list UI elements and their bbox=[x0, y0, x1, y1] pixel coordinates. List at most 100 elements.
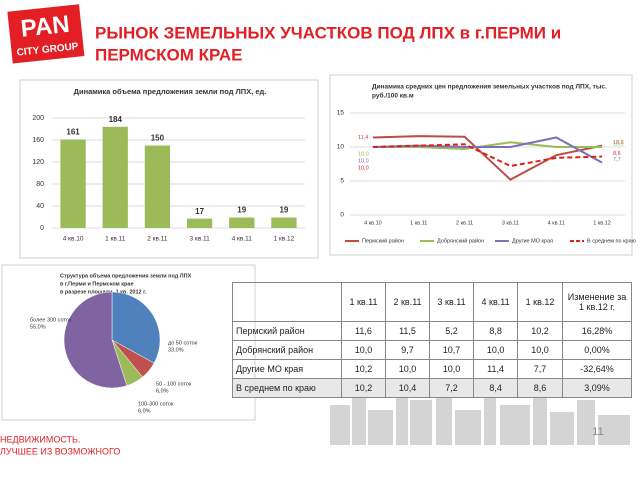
y-tick-label: 0 bbox=[40, 225, 44, 232]
table-cell: 9,7 bbox=[384, 340, 431, 360]
bar bbox=[102, 126, 128, 228]
skyline bbox=[330, 385, 630, 445]
y-tick-label: 80 bbox=[36, 181, 44, 188]
table-row: Добрянский район 10,0 9,7 10,7 10,0 10,0 0,00% bbox=[232, 340, 632, 360]
table-cell: 3,09% bbox=[562, 378, 632, 398]
x-tick-label: 2 кв.11 bbox=[456, 220, 473, 226]
y-tick-label: 120 bbox=[32, 159, 44, 166]
row-label: Добрянский район bbox=[232, 340, 342, 360]
chart-title: Структура объема предложения земли под Л… bbox=[60, 272, 192, 279]
row-label: В среднем по краю bbox=[232, 378, 342, 398]
table-cell: 10,0 bbox=[384, 359, 431, 379]
y-tick-label: 40 bbox=[36, 203, 44, 210]
y-tick-label: 160 bbox=[32, 137, 44, 144]
value-label: 161 bbox=[66, 128, 80, 137]
table-cell: 11,5 bbox=[384, 321, 431, 341]
legend-label: Пермский район bbox=[362, 237, 404, 244]
bar bbox=[229, 217, 255, 228]
series-line bbox=[372, 143, 603, 168]
slide-title: РЫНОК ЗЕМЕЛЬНЫХ УЧАСТКОВ ПОД ЛПХ в г.ПЕР… bbox=[95, 23, 561, 42]
value-label: 10,0 bbox=[613, 141, 624, 147]
table-cell: -32,64% bbox=[562, 359, 632, 379]
header-cell: 2 кв.11 bbox=[384, 282, 431, 322]
y-tick-label: 0 bbox=[340, 212, 344, 219]
table-cell: 10,0 bbox=[340, 340, 387, 360]
slice-label: 50 - 100 соток bbox=[156, 381, 192, 387]
table-cell: 8,6 bbox=[517, 378, 563, 398]
legend-label: Другие МО края bbox=[512, 238, 553, 244]
table-row: Другие МО края 10,2 10,0 10,0 11,4 7,7 -32,64% bbox=[232, 359, 632, 379]
header-cell: 1 кв.11 bbox=[340, 282, 387, 322]
header-cell: 4 кв.11 bbox=[473, 282, 519, 322]
pie-slice bbox=[111, 291, 161, 364]
value-label: 8,6 bbox=[613, 151, 621, 157]
table-cell: 10,2 bbox=[340, 359, 387, 379]
slide-title: ПЕРМСКОМ КРАЕ bbox=[95, 45, 242, 64]
table-row: Пермский район 11,6 11,5 5,2 8,8 10,2 16,28% bbox=[232, 321, 632, 341]
table-cell: 10,4 bbox=[384, 378, 431, 398]
value-label: 19 bbox=[279, 206, 288, 215]
table-cell: 10,0 bbox=[473, 340, 519, 360]
table-cell: 10,0 bbox=[517, 340, 563, 360]
value-label: 10,0 bbox=[358, 158, 369, 164]
x-tick-label: 3 кв.11 bbox=[502, 220, 519, 226]
table-cell: 7,7 bbox=[517, 359, 563, 379]
y-tick-label: 15 bbox=[337, 110, 345, 117]
x-tick-label: 1 кв.11 bbox=[105, 236, 126, 243]
bar bbox=[60, 139, 86, 228]
header-cell bbox=[232, 282, 342, 322]
logo-text: PAN bbox=[19, 11, 70, 43]
table-cell: 0,00% bbox=[562, 340, 632, 360]
series-line bbox=[372, 135, 603, 181]
x-tick-label: 4 кв.11 bbox=[548, 220, 565, 226]
slice-label: 100-300 соток bbox=[138, 401, 174, 407]
value-label: 11,4 bbox=[358, 135, 368, 141]
bar bbox=[271, 217, 297, 228]
value-label: 10,0 bbox=[358, 165, 369, 171]
x-tick-label: 4 кв.11 bbox=[232, 236, 253, 243]
header-cell: 1 кв.12 bbox=[517, 282, 563, 322]
row-label: Пермский район bbox=[232, 321, 342, 341]
table-row: В среднем по краю 10,2 10,4 7,2 8,4 8,6 3,09% bbox=[232, 378, 632, 398]
footer-slogan: НЕДВИЖИМОСТЬ. bbox=[0, 434, 80, 444]
y-tick-label: 10 bbox=[337, 144, 345, 151]
chart-title: в г.Перми и Пермском крае bbox=[60, 281, 134, 287]
table-cell: 11,6 bbox=[340, 321, 387, 341]
slice-value: 6,0% bbox=[138, 408, 151, 414]
logo: PAN CITY GROUP bbox=[7, 4, 85, 64]
y-tick-label: 5 bbox=[340, 178, 344, 185]
table-header: 1 кв.11 2 кв.11 3 кв.11 4 кв.11 1 кв.12 … bbox=[232, 282, 632, 322]
series-line bbox=[372, 136, 603, 164]
slice-label: более 300 соток bbox=[30, 317, 72, 323]
y-tick-label: 200 bbox=[32, 115, 44, 122]
row-label: Другие МО края bbox=[232, 359, 342, 379]
value-label: 19 bbox=[237, 206, 246, 215]
x-tick-label: 1 кв.11 bbox=[410, 220, 427, 226]
value-label: 150 bbox=[151, 134, 165, 143]
series-line bbox=[372, 141, 603, 151]
slice-label: до 50 соток bbox=[168, 340, 198, 346]
footer-slogan: ЛУЧШЕЕ ИЗ ВОЗМОЖНОГО bbox=[0, 446, 120, 456]
price-table: 1 кв.11 2 кв.11 3 кв.11 4 кв.11 1 кв.12 … bbox=[232, 282, 632, 398]
slice-value: 55,0% bbox=[30, 324, 46, 330]
table-cell: 10,2 bbox=[340, 378, 387, 398]
x-tick-label: 2 кв.11 bbox=[147, 236, 168, 243]
table-cell: 7,2 bbox=[429, 378, 475, 398]
table-cell: 5,2 bbox=[429, 321, 475, 341]
table-cell: 10,0 bbox=[429, 359, 475, 379]
table-cell: 11,4 bbox=[473, 359, 519, 379]
chart-title: Динамика средних цен предложения земельн… bbox=[372, 84, 607, 91]
value-label: 7,7 bbox=[613, 157, 621, 163]
header-cell: Изменение за 1 кв.12 г. bbox=[562, 282, 632, 322]
table-cell: 10,2 bbox=[517, 321, 563, 341]
table-cell: 8,8 bbox=[473, 321, 519, 341]
x-tick-label: 1 кв.12 bbox=[274, 236, 295, 243]
value-label: 184 bbox=[109, 115, 123, 124]
x-tick-label: 4 кв.10 bbox=[63, 236, 84, 243]
chart-title: руб./100 кв.м bbox=[372, 92, 414, 100]
table-cell: 8,4 bbox=[473, 378, 519, 398]
legend-label: В среднем по краю bbox=[587, 238, 636, 244]
chart-title: Динамика объема предложения земли под ЛП… bbox=[74, 87, 267, 96]
